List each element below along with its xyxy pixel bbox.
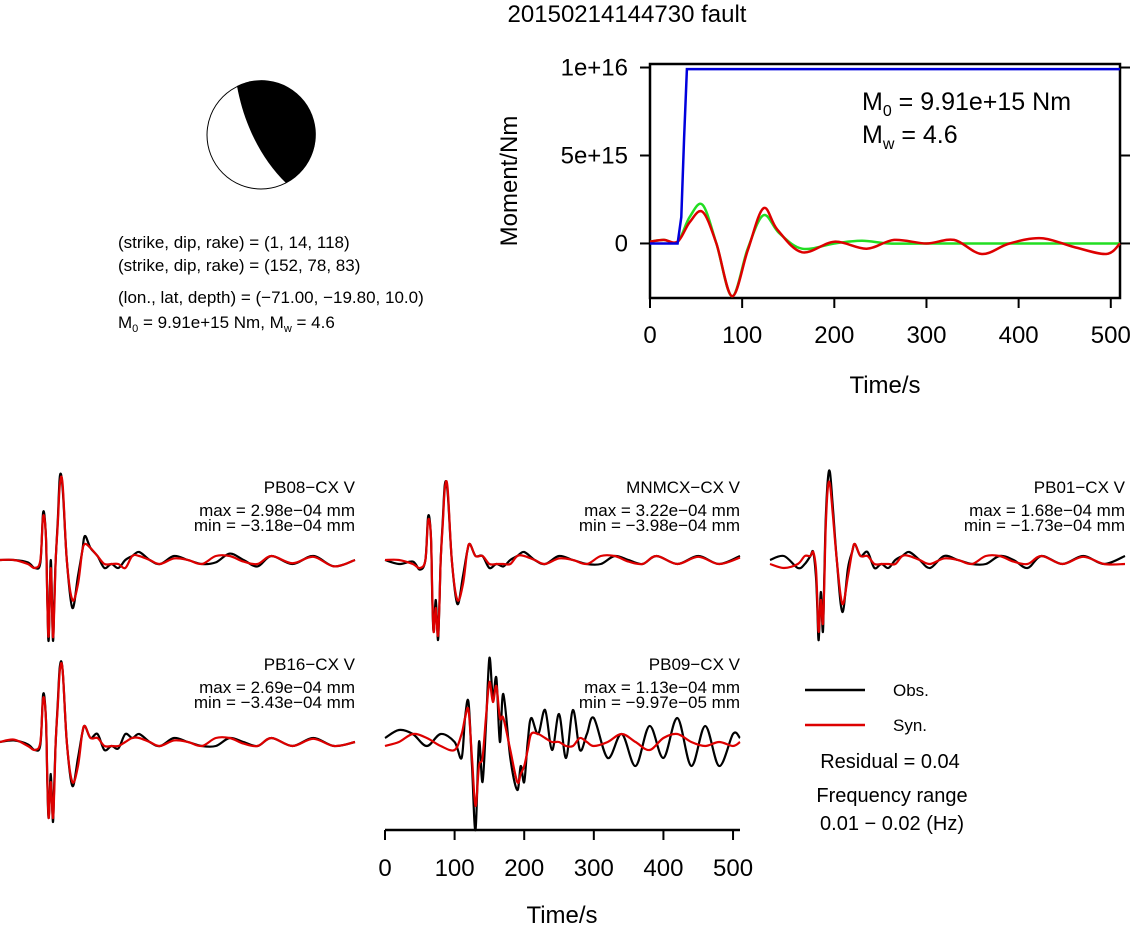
waveform-xtick-label: 100 xyxy=(435,855,475,882)
station-min: min = −3.43e−04 mm xyxy=(194,693,355,712)
moment-xtick-label: 100 xyxy=(722,322,762,349)
beachball-compression xyxy=(237,80,316,183)
legend: Obs. Syn. Residual = 0.04 Frequency rang… xyxy=(805,681,968,835)
source-info-line-1: (strike, dip, rake) = (1, 14, 118) xyxy=(118,233,350,252)
station-min: min = −3.18e−04 mm xyxy=(194,516,355,535)
station-min: min = −1.73e−04 mm xyxy=(964,516,1125,535)
moment-rate-line-red xyxy=(649,206,1121,298)
moment-xtick-label: 200 xyxy=(814,322,854,349)
waveform-time-axis: Time/s 0 100 200 300 400 500 xyxy=(378,828,753,926)
moment-plot: 1e+16 5e+15 0 0 100 200 300 400 500 Moment/Nm T… xyxy=(496,55,1131,399)
frequency-range-value: 0.01 − 0.02 (Hz) xyxy=(820,813,964,835)
moment-ylabel: Moment/Nm xyxy=(496,116,523,247)
frequency-range-label: Frequency range xyxy=(816,785,967,807)
waveform-xlabel: Time/s xyxy=(526,902,597,926)
synthetic-trace xyxy=(384,480,741,638)
observed-trace xyxy=(384,656,741,832)
station-min: min = −3.98e−04 mm xyxy=(579,516,740,535)
station-label: PB16−CX V xyxy=(264,655,356,674)
moment-series xyxy=(649,67,1121,298)
moment-xtick-label: 400 xyxy=(999,322,1039,349)
legend-syn-label: Syn. xyxy=(893,716,927,735)
synthetic-trace xyxy=(0,475,356,639)
station-max: max = 1.13e−04 mm xyxy=(584,678,740,697)
source-info-line-3: (lon., lat, depth) = (−71.00, −19.80, 10… xyxy=(118,288,424,307)
station-label: PB09−CX V xyxy=(649,655,741,674)
moment-cumulative-line xyxy=(650,67,1120,245)
station-label: MNMCX−CX V xyxy=(626,478,740,497)
moment-xtick-label: 500 xyxy=(1091,322,1131,349)
synthetic-trace xyxy=(0,662,356,820)
moment-xlabel: Time/s xyxy=(849,372,920,399)
station-label: PB08−CX V xyxy=(264,478,356,497)
moment-x-ticks: 0 100 200 300 400 500 xyxy=(643,298,1131,349)
station-max: max = 2.69e−04 mm xyxy=(199,678,355,697)
synthetic-trace xyxy=(769,480,1126,634)
moment-y-ticks: 1e+16 5e+15 0 xyxy=(561,55,1130,257)
figure-title: 20150214144730 fault xyxy=(508,1,747,28)
moment-ytick-label: 0 xyxy=(615,230,628,257)
moment-mw-annotation: Mw = 4.6 xyxy=(862,121,958,153)
waveform-xtick-label: 300 xyxy=(574,855,614,882)
station-max: max = 2.98e−04 mm xyxy=(199,501,355,520)
station-max: max = 3.22e−04 mm xyxy=(584,501,740,520)
moment-rate-line-green xyxy=(649,202,1121,298)
waveform-xtick-label: 500 xyxy=(713,855,753,882)
moment-xtick-label: 0 xyxy=(643,322,656,349)
moment-ytick-label: 5e+15 xyxy=(561,142,628,169)
synthetic-trace xyxy=(384,680,741,808)
moment-xtick-label: 300 xyxy=(906,322,946,349)
station-label: PB01−CX V xyxy=(1034,478,1126,497)
waveform-xtick-label: 200 xyxy=(504,855,544,882)
waveform-xtick-label: 400 xyxy=(643,855,683,882)
waveform-xtick-label: 0 xyxy=(378,855,391,882)
residual-label: Residual = 0.04 xyxy=(820,751,960,773)
beachball xyxy=(206,80,316,190)
station-min: min = −9.97e−05 mm xyxy=(579,693,740,712)
source-info-moment: M0 = 9.91e+15 Nm, Mw = 4.6 xyxy=(118,313,335,335)
source-info-line-2: (strike, dip, rake) = (152, 78, 83) xyxy=(118,256,360,275)
source-info: (strike, dip, rake) = (1, 14, 118) (stri… xyxy=(118,233,424,335)
moment-ytick-label: 1e+16 xyxy=(561,55,628,82)
legend-obs-label: Obs. xyxy=(893,681,929,700)
moment-plot-frame xyxy=(648,62,1122,300)
station-max: max = 1.68e−04 mm xyxy=(969,501,1125,520)
moment-m0-annotation: M0 = 9.91e+15 Nm xyxy=(862,88,1071,120)
